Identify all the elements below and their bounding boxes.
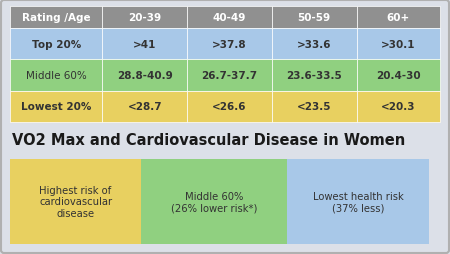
Text: Middle 60%
(26% lower risk*): Middle 60% (26% lower risk*)	[171, 191, 257, 212]
Bar	[272, 60, 356, 91]
Bar	[272, 7, 356, 29]
Text: 50-59: 50-59	[297, 13, 331, 23]
Bar	[356, 91, 440, 122]
Bar	[103, 60, 187, 91]
Text: Lowest health risk
(37% less): Lowest health risk (37% less)	[313, 191, 404, 212]
Text: 60+: 60+	[387, 13, 410, 23]
Bar	[141, 159, 288, 244]
Text: VO2 Max and Cardiovascular Disease in Women: VO2 Max and Cardiovascular Disease in Wo…	[12, 133, 405, 147]
Bar	[187, 29, 272, 60]
Text: 23.6-33.5: 23.6-33.5	[286, 71, 342, 81]
Text: >41: >41	[133, 40, 157, 50]
Text: 28.8-40.9: 28.8-40.9	[117, 71, 173, 81]
Text: Middle 60%: Middle 60%	[26, 71, 86, 81]
Text: >33.6: >33.6	[297, 40, 332, 50]
Bar	[10, 29, 103, 60]
Bar	[103, 29, 187, 60]
Bar	[187, 7, 272, 29]
Text: <26.6: <26.6	[212, 102, 247, 112]
Text: Highest risk of
cardiovascular
disease: Highest risk of cardiovascular disease	[39, 185, 112, 218]
Bar	[272, 91, 356, 122]
Text: Lowest 20%: Lowest 20%	[21, 102, 91, 112]
Bar	[103, 91, 187, 122]
Text: <23.5: <23.5	[297, 102, 332, 112]
Bar	[288, 159, 429, 244]
Text: Top 20%: Top 20%	[32, 40, 81, 50]
Bar	[10, 159, 141, 244]
Bar	[10, 60, 103, 91]
Bar	[10, 7, 103, 29]
Text: >37.8: >37.8	[212, 40, 247, 50]
Bar	[356, 60, 440, 91]
Text: 26.7-37.7: 26.7-37.7	[202, 71, 257, 81]
Text: Rating /Age: Rating /Age	[22, 13, 90, 23]
Text: >30.1: >30.1	[381, 40, 415, 50]
Text: 40-49: 40-49	[213, 13, 246, 23]
Text: 20-39: 20-39	[128, 13, 162, 23]
Bar	[187, 91, 272, 122]
Text: 20.4-30: 20.4-30	[376, 71, 421, 81]
Bar	[356, 7, 440, 29]
Bar	[10, 91, 103, 122]
Text: <20.3: <20.3	[381, 102, 415, 112]
Text: <28.7: <28.7	[127, 102, 162, 112]
Bar	[356, 29, 440, 60]
Bar	[272, 29, 356, 60]
Bar	[187, 60, 272, 91]
Bar	[103, 7, 187, 29]
